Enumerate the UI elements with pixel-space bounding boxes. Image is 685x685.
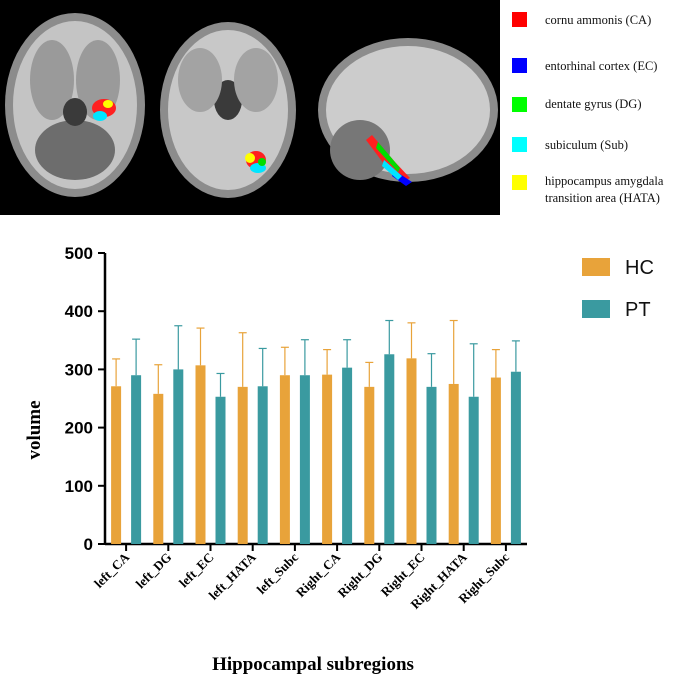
y-tick-label: 0 — [84, 535, 93, 554]
x-tick-label: Right_DG — [334, 550, 385, 601]
bar-hc — [153, 393, 164, 544]
region-legend-item-sub: subiculum (Sub) — [512, 137, 628, 152]
bar-pt — [342, 367, 353, 544]
y-tick-label: 500 — [65, 244, 93, 263]
y-tick-label: 100 — [65, 477, 93, 496]
ec-swatch — [512, 58, 527, 73]
bar-hc — [237, 386, 248, 544]
hata-label-line2: transition area (HATA) — [545, 191, 660, 205]
hata-label-line1: hippocampus amygdala — [545, 174, 664, 188]
legend-label-hc: HC — [625, 257, 654, 279]
region-legend-item-hata: hippocampus amygdala transition area (HA… — [512, 174, 664, 205]
ca-label: cornu ammonis (CA) — [545, 13, 651, 27]
bar-pt — [173, 369, 184, 544]
y-axis-title: volume — [24, 400, 45, 459]
axial-slice-image — [5, 13, 145, 197]
hata-swatch — [512, 175, 527, 190]
bars-layer — [111, 319, 521, 544]
bar-hc — [279, 375, 290, 544]
chart-legend: HC PT — [582, 257, 654, 321]
bar-hc — [490, 377, 501, 544]
legend-swatch-hc — [582, 258, 610, 276]
sub-swatch — [512, 137, 527, 152]
y-tick-label: 400 — [65, 302, 93, 321]
legend-swatch-pt — [582, 300, 610, 318]
brain-mri-panel — [0, 0, 500, 215]
bar-hc — [322, 374, 333, 544]
y-tick-label: 300 — [65, 360, 93, 379]
bar-pt — [257, 386, 268, 544]
bar-pt — [384, 354, 395, 544]
bar-pt — [299, 375, 310, 544]
dg-swatch — [512, 97, 527, 112]
ec-label: entorhinal cortex (EC) — [545, 59, 657, 73]
bar-pt — [468, 396, 479, 544]
bar-hc — [364, 386, 375, 544]
y-tick-label: 200 — [65, 419, 93, 438]
sagittal-slice-image — [318, 38, 498, 186]
bar-hc — [448, 383, 459, 544]
bar-pt — [131, 375, 142, 544]
x-tick-label: left_CA — [91, 549, 133, 591]
legend-label-pt: PT — [625, 299, 651, 321]
coronal-slice-image — [160, 22, 296, 198]
volume-bar-chart: 0 100 200 300 400 500 left_CA left_DG left_EClef… — [24, 244, 654, 675]
region-legend-item-ca: cornu ammonis (CA) — [512, 12, 651, 27]
ca-swatch — [512, 12, 527, 27]
bar-pt — [426, 386, 437, 544]
x-axis-title: Hippocampal subregions — [212, 654, 414, 675]
x-tick-label: left_DG — [133, 550, 175, 592]
region-legend-item-dg: dentate gyrus (DG) — [512, 97, 642, 112]
bar-pt — [510, 371, 521, 544]
dg-label: dentate gyrus (DG) — [545, 97, 642, 111]
bar-pt — [215, 396, 226, 544]
bar-hc — [111, 386, 122, 544]
region-legend-item-ec: entorhinal cortex (EC) — [512, 58, 657, 73]
sub-label: subiculum (Sub) — [545, 138, 628, 152]
bar-hc — [195, 365, 206, 544]
x-tick-label: left_EC — [176, 550, 217, 591]
bar-hc — [406, 358, 417, 544]
x-tick-label: left_HATA — [206, 549, 260, 603]
